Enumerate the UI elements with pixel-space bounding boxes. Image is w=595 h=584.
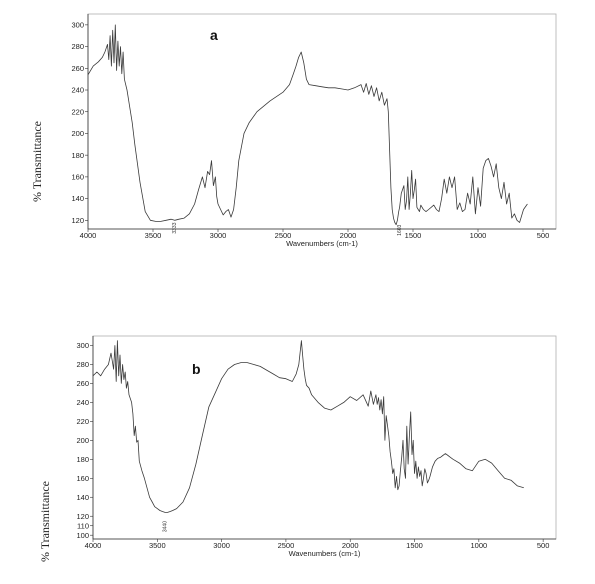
- y-tick-label-0-3: 180: [71, 151, 84, 160]
- y-tick-label-1-1: 110: [77, 521, 89, 530]
- x-tick-label-0-1: 3500: [145, 231, 162, 240]
- y-tick-label-1-2: 120: [76, 512, 89, 521]
- peak-label-0-0: 3333: [172, 222, 178, 233]
- x-tick-label-1-0: 4000: [85, 541, 102, 550]
- x-tick-label-1-4: 2000: [342, 541, 359, 550]
- y-tick-label-0-8: 280: [71, 42, 84, 51]
- y-tick-label-1-9: 260: [76, 379, 89, 388]
- x-tick-label-1-2: 3000: [213, 541, 230, 550]
- x-tick-label-0-6: 1000: [470, 231, 487, 240]
- x-axis-label-1: Wavenumbers (cm-1): [289, 549, 361, 558]
- y-tick-label-0-7: 260: [71, 64, 84, 73]
- x-tick-label-1-3: 2500: [278, 541, 295, 550]
- x-tick-label-1-5: 1500: [406, 541, 423, 550]
- y-tick-label-0-5: 220: [71, 107, 84, 116]
- x-tick-label-0-3: 2500: [275, 231, 292, 240]
- spectrum-line-1-0: [92, 340, 524, 513]
- y-tick-label-0-6: 240: [71, 86, 84, 95]
- y-tick-label-1-4: 160: [76, 474, 89, 483]
- y-tick-label-1-8: 240: [76, 398, 89, 407]
- y-tick-label-1-10: 280: [76, 360, 89, 369]
- plot-frame-0: [87, 13, 557, 230]
- x-tick-label-0-2: 3000: [210, 231, 227, 240]
- y-tick-label-0-0: 120: [71, 216, 84, 225]
- y-tick-label-1-3: 140: [76, 493, 89, 502]
- y-tick-label-0-2: 160: [71, 172, 84, 181]
- y-tick-label-1-5: 180: [76, 455, 89, 464]
- panel-letter-1: b: [192, 361, 201, 377]
- x-tick-label-0-7: 500: [537, 231, 550, 240]
- y-tick-label-1-7: 220: [76, 417, 89, 426]
- y-tick-label-1-6: 200: [76, 436, 89, 445]
- y-tick-label-0-4: 200: [71, 129, 84, 138]
- x-tick-label-0-0: 4000: [80, 231, 97, 240]
- peak-label-0-1: 1603: [397, 224, 403, 235]
- y-tick-label-0-1: 140: [71, 194, 84, 203]
- y-axis-label-a: % Transmittance: [30, 121, 44, 202]
- x-tick-label-0-4: 2000: [340, 231, 357, 240]
- peak-label-1-0: 3440: [163, 521, 169, 532]
- chart-panel-b: 100 110 120 140 160 180 200 220 240 260 280 300 4000…: [0, 320, 595, 584]
- plot-frame-1: [92, 335, 557, 540]
- x-tick-label-1-1: 3500: [149, 541, 166, 550]
- y-tick-label-1-11: 300: [76, 341, 89, 350]
- ftir-chart-a: 120 140 160 180 200 220 240 260 280 300 4000 3500 30…: [71, 13, 557, 248]
- chart-panel-a: 120 140 160 180 200 220 240 260 280 300 4000 3500 30…: [0, 0, 595, 262]
- x-axis-label-0: Wavenumbers (cm-1): [286, 239, 358, 248]
- y-tick-label-0-9: 300: [71, 20, 84, 29]
- spectrum-line-0-0: [87, 24, 528, 226]
- y-axis-label-b: % Transmittance: [38, 481, 52, 562]
- x-tick-label-0-5: 1500: [405, 231, 422, 240]
- x-tick-label-1-6: 1000: [470, 541, 487, 550]
- y-tick-label-1-0: 100: [76, 531, 89, 540]
- panel-letter-0: a: [210, 27, 218, 43]
- x-tick-label-1-7: 500: [537, 541, 550, 550]
